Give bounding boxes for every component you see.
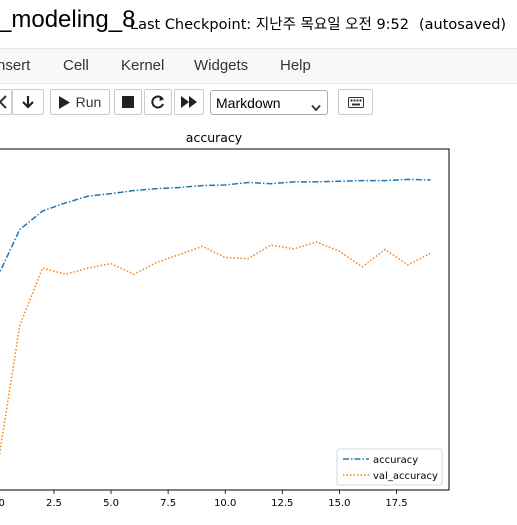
x-tick-label: 7.5 xyxy=(160,498,176,509)
restart-kernel-button[interactable] xyxy=(144,89,172,115)
checkpoint-status: Last Checkpoint: 지난주 목요일 오전 9:52 (autosav… xyxy=(130,13,506,34)
legend-label-val-accuracy: val_accuracy xyxy=(373,471,438,482)
notebook-header: _modeling_8 Last Checkpoint: 지난주 목요일 오전 … xyxy=(0,0,517,48)
move-up-button[interactable] xyxy=(0,89,12,115)
accuracy-chart: accuracy 0.0 2.5 5.0 7.5 10.0 12.5 15.0 17.5 ac… xyxy=(0,130,450,509)
legend-box xyxy=(336,448,443,486)
x-tick-label: 2.5 xyxy=(46,498,62,509)
menu-kernel[interactable]: Kernel xyxy=(121,57,165,74)
chart-title: accuracy xyxy=(186,130,243,145)
menu-bar: nsert Cell Kernel Widgets Help xyxy=(0,48,517,84)
interrupt-kernel-button[interactable] xyxy=(114,89,142,115)
x-tick-label: 0.0 xyxy=(0,498,5,509)
menu-help[interactable]: Help xyxy=(280,57,311,74)
restart-run-all-button[interactable] xyxy=(174,89,204,115)
run-button[interactable]: Run xyxy=(50,89,110,115)
move-up-icon xyxy=(0,95,8,109)
run-label: Run xyxy=(75,94,102,110)
x-axis: 0.0 2.5 5.0 7.5 10.0 12.5 15.0 17.5 xyxy=(0,490,408,509)
chart-legend: accuracy val_accuracy xyxy=(336,448,443,486)
restart-icon xyxy=(151,95,165,109)
fast-forward-icon xyxy=(181,96,197,108)
run-icon xyxy=(58,95,70,109)
move-down-icon xyxy=(21,95,35,109)
menu-cell[interactable]: Cell xyxy=(63,57,89,74)
plot-lines xyxy=(0,178,432,457)
x-tick-label: 10.0 xyxy=(214,498,236,509)
x-tick-label: 17.5 xyxy=(385,498,407,509)
stop-icon xyxy=(122,96,134,108)
chevron-down-icon xyxy=(311,99,321,115)
menu-widgets[interactable]: Widgets xyxy=(194,57,249,74)
cell-type-select[interactable]: Markdown xyxy=(210,90,328,115)
series-line-accuracy xyxy=(0,178,431,274)
x-tick-label: 15.0 xyxy=(328,498,350,509)
checkpoint-label: Last Checkpoint: 지난주 목요일 오전 9:52 xyxy=(130,17,409,33)
plot-frame xyxy=(0,148,450,491)
cell-type-value: Markdown xyxy=(216,94,281,111)
toolbar: Run Markdown xyxy=(0,84,517,122)
notebook-title[interactable]: _modeling_8 xyxy=(0,6,136,33)
move-down-button[interactable] xyxy=(12,89,44,115)
command-palette-button[interactable] xyxy=(338,89,373,115)
x-tick-label: 5.0 xyxy=(103,498,119,509)
x-tick-label: 12.5 xyxy=(271,498,293,509)
cell-output: accuracy 0.0 2.5 5.0 7.5 10.0 12.5 15.0 17.5 ac… xyxy=(0,122,517,525)
keyboard-icon xyxy=(347,96,364,108)
autosave-status: (autosaved) xyxy=(419,17,507,33)
series-line-val-accuracy xyxy=(0,241,432,457)
legend-label-accuracy: accuracy xyxy=(373,455,418,466)
menu-insert[interactable]: nsert xyxy=(0,57,31,74)
